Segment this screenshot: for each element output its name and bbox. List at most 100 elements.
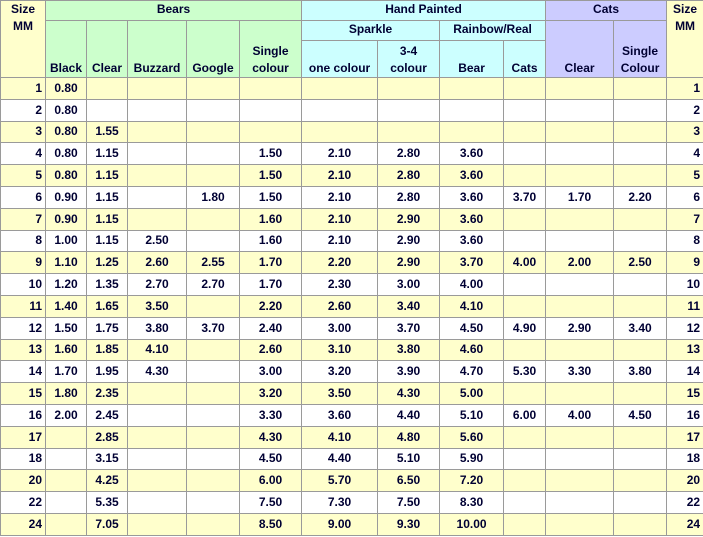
price-cell: 2.20 (238, 294, 303, 318)
header-row: Black Clear Buzzard Google Single colour Spark… (1, 20, 703, 78)
price-cell (613, 273, 668, 296)
price-cell (238, 98, 303, 122)
price-cell: 3.20 (301, 360, 379, 384)
price-cell: 1.15 (86, 229, 128, 253)
header-line: Size (673, 2, 698, 16)
size-cell: 20 (666, 469, 703, 493)
price-cell (186, 98, 240, 122)
column-header: Clear (86, 20, 128, 78)
price-cell (186, 382, 240, 405)
column-header: Buzzard (127, 20, 187, 78)
price-cell (127, 382, 187, 405)
price-cell: 2.35 (86, 382, 128, 405)
price-cell: 1.75 (86, 316, 128, 340)
price-cell: 1.50 (238, 164, 303, 187)
price-cell (613, 338, 668, 362)
size-header: Size MM (666, 0, 703, 78)
price-cell (186, 77, 240, 100)
price-cell: 5.10 (439, 403, 505, 427)
price-cell: 2.80 (377, 142, 441, 166)
size-cell: 10 (666, 273, 703, 296)
price-cell: 4.50 (613, 403, 668, 427)
data-row: 17 2.85 4.30 4.10 4.80 5.60 17 (0, 425, 703, 449)
data-row: 2 0.80 2 (0, 98, 703, 122)
price-cell: 2.10 (301, 207, 379, 231)
price-cell: 4.10 (439, 294, 505, 318)
price-cell: 2.70 (186, 273, 240, 296)
price-cell: 3.60 (439, 229, 505, 253)
price-cell: 4.00 (439, 273, 505, 296)
column-header: Single Colour (613, 20, 668, 78)
header-line: MM (13, 19, 33, 33)
price-cell: 4.00 (503, 251, 547, 275)
price-cell (545, 425, 615, 449)
price-cell: 3.00 (301, 316, 379, 340)
data-row: 6 0.90 1.15 1.80 1.50 2.10 2.80 3.60 3.70 1.70 2.2… (0, 185, 703, 209)
price-cell (127, 207, 187, 231)
price-cell: 7.05 (86, 512, 128, 536)
price-cell (545, 512, 615, 536)
price-cell: 2.10 (301, 229, 379, 253)
price-cell: 3.70 (503, 185, 547, 209)
price-cell (613, 447, 668, 471)
price-cell (439, 77, 505, 100)
price-cell (613, 164, 668, 187)
header-row: one colour 3-4 colour Bear Cats (1, 40, 703, 78)
size-cell: 14 (666, 360, 703, 384)
size-cell: 24 (0, 512, 46, 536)
price-cell: 2.55 (186, 251, 240, 275)
price-cell (545, 229, 615, 253)
price-cell: 1.60 (238, 229, 303, 253)
price-cell: 1.65 (86, 294, 128, 318)
price-cell: 3.60 (439, 185, 505, 209)
price-cell (186, 207, 240, 231)
price-cell: 5.00 (439, 382, 505, 405)
price-cell: 2.60 (238, 338, 303, 362)
price-cell: 1.70 (238, 251, 303, 275)
price-cell (301, 77, 379, 100)
price-cell: 1.70 (238, 273, 303, 296)
price-cell: 8.50 (238, 512, 303, 536)
price-cell: 6.50 (377, 469, 441, 493)
price-cell (186, 338, 240, 362)
price-cell: 3.50 (301, 382, 379, 405)
price-cell: 4.50 (238, 447, 303, 471)
price-cell (503, 512, 547, 536)
price-cell: 2.85 (86, 425, 128, 449)
price-cell: 5.90 (439, 447, 505, 471)
price-cell: 1.15 (86, 164, 128, 187)
price-cell: 0.80 (45, 164, 87, 187)
price-cell: 4.25 (86, 469, 128, 493)
price-cell (503, 469, 547, 493)
header-line: Clear (91, 61, 123, 75)
price-cell: 5.60 (439, 425, 505, 449)
size-cell: 5 (666, 164, 703, 187)
data-row: 16 2.00 2.45 3.30 3.60 4.40 5.10 6.00 4.00 4.50 16 (0, 403, 703, 427)
price-cell (186, 447, 240, 471)
header-line: Buzzard (133, 61, 181, 75)
price-cell (503, 382, 547, 405)
price-cell (186, 294, 240, 318)
price-cell (613, 207, 668, 231)
price-cell: 2.00 (45, 403, 87, 427)
data-row: 13 1.60 1.85 4.10 2.60 3.10 3.80 4.60 13 (0, 338, 703, 362)
data-row: 18 3.15 4.50 4.40 5.10 5.90 18 (0, 447, 703, 471)
header-line: colour (390, 61, 427, 75)
price-cell: 3.60 (439, 142, 505, 166)
price-cell (503, 491, 547, 514)
price-cell: 2.80 (377, 185, 441, 209)
price-cell: 4.10 (301, 425, 379, 449)
price-cell (86, 98, 128, 122)
price-cell (127, 425, 187, 449)
size-cell: 8 (666, 229, 703, 253)
group-header: Cats (545, 0, 668, 21)
price-cell (127, 512, 187, 536)
price-cell (503, 447, 547, 471)
price-cell (86, 77, 128, 100)
price-cell (377, 120, 441, 144)
price-cell (545, 469, 615, 493)
data-row: 9 1.10 1.25 2.60 2.55 1.70 2.20 2.90 3.70 4.00 2.0… (0, 251, 703, 275)
price-cell (613, 469, 668, 493)
size-cell: 11 (666, 294, 703, 318)
